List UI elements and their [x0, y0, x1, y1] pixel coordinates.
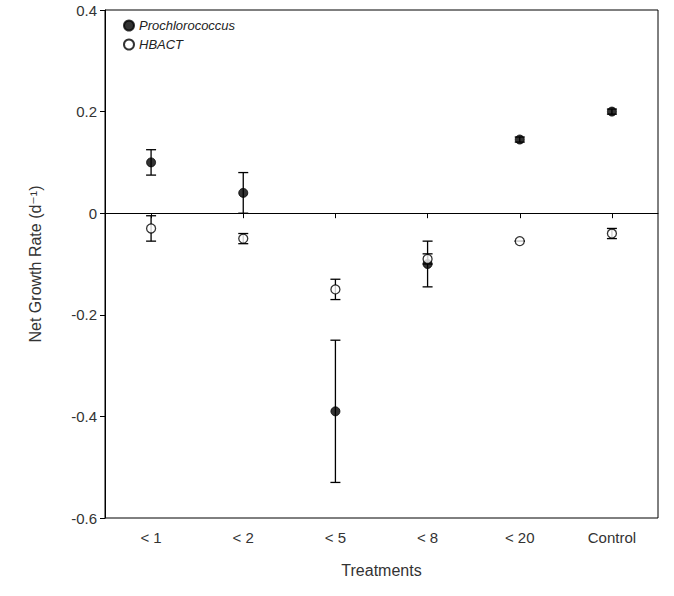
svg-text:< 20: < 20 — [505, 529, 535, 546]
svg-text:-0.6: -0.6 — [71, 510, 97, 527]
svg-text:< 5: < 5 — [325, 529, 346, 546]
svg-text:Prochlorococcus: Prochlorococcus — [139, 18, 236, 33]
svg-text:Net Growth Rate (d⁻¹): Net Growth Rate (d⁻¹) — [27, 186, 44, 343]
svg-text:Treatments: Treatments — [341, 562, 421, 579]
svg-text:< 2: < 2 — [233, 529, 254, 546]
svg-text:< 1: < 1 — [140, 529, 161, 546]
svg-text:< 8: < 8 — [417, 529, 438, 546]
svg-text:HBACT: HBACT — [139, 37, 184, 52]
svg-text:0: 0 — [89, 205, 97, 222]
svg-text:-0.2: -0.2 — [71, 306, 97, 323]
svg-text:Control: Control — [588, 529, 636, 546]
svg-text:0.4: 0.4 — [76, 2, 97, 19]
svg-text:-0.4: -0.4 — [71, 408, 97, 425]
svg-text:0.2: 0.2 — [76, 103, 97, 120]
